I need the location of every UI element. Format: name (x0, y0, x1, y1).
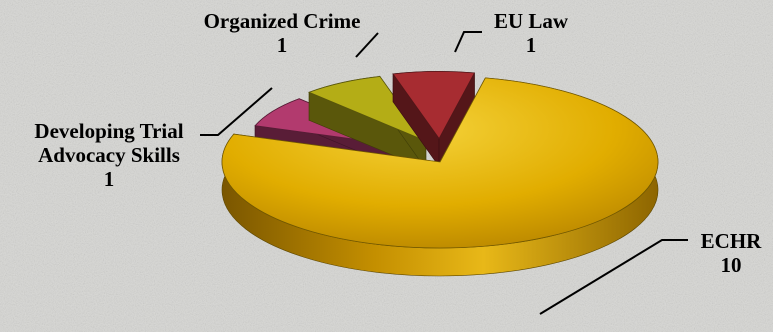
data-label-text: Advocacy Skills (38, 143, 180, 167)
data-label-value: 10 (720, 253, 742, 277)
data-label-text: EU Law (493, 9, 569, 33)
data-label-text: ECHR (700, 229, 762, 253)
data-label-value: 1 (103, 167, 115, 191)
slice-organized-crime (308, 76, 428, 142)
data-label-organized-crime: Organized Crime 1 (172, 9, 392, 57)
leader-line-eu-law (454, 31, 482, 53)
data-label-text: Organized Crime (203, 9, 361, 33)
leader-line-echr (539, 239, 688, 315)
data-label-text: Developing Trial (34, 119, 184, 143)
data-label-eu-law: EU Law 1 (472, 9, 590, 57)
slice-eu-law (392, 71, 476, 140)
leader-line-developing-trial-advocacy-skills (200, 87, 273, 136)
data-label-echr: ECHR 10 (686, 229, 773, 277)
slice-echr (221, 77, 659, 249)
data-label-value: 1 (276, 33, 288, 57)
leader-line-organized-crime (355, 32, 379, 58)
data-label-developing-trial-advocacy-skills: Developing Trial Advocacy Skills 1 (4, 119, 214, 191)
data-label-value: 1 (525, 33, 537, 57)
